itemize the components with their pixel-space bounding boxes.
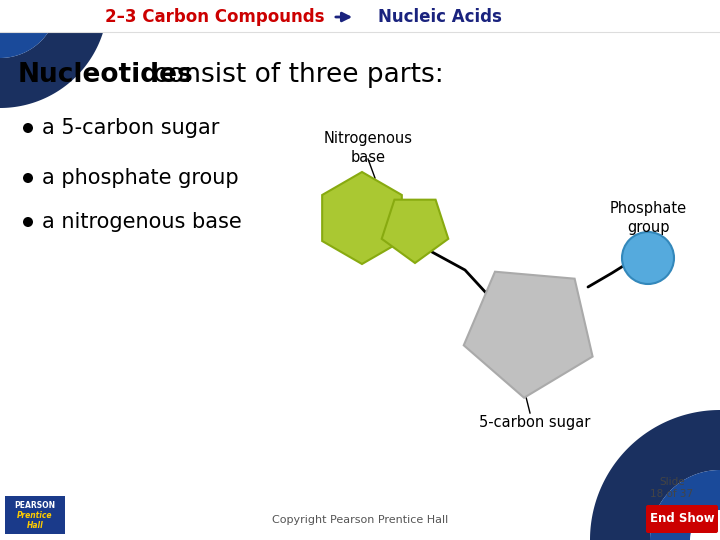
Text: End Show: End Show bbox=[649, 512, 714, 525]
Polygon shape bbox=[0, 0, 108, 108]
Circle shape bbox=[622, 232, 674, 284]
Circle shape bbox=[23, 217, 33, 227]
Polygon shape bbox=[0, 0, 58, 58]
Text: a phosphate group: a phosphate group bbox=[42, 168, 238, 188]
Text: Prentice: Prentice bbox=[17, 511, 53, 521]
Text: Nucleic Acids: Nucleic Acids bbox=[378, 8, 502, 26]
Polygon shape bbox=[382, 200, 449, 263]
Text: a nitrogenous base: a nitrogenous base bbox=[42, 212, 242, 232]
Text: Phosphate
group: Phosphate group bbox=[609, 200, 687, 235]
Polygon shape bbox=[590, 410, 720, 540]
Text: PEARSON: PEARSON bbox=[14, 502, 55, 510]
FancyBboxPatch shape bbox=[646, 505, 718, 533]
FancyBboxPatch shape bbox=[0, 0, 720, 32]
Circle shape bbox=[23, 173, 33, 183]
Text: Hall: Hall bbox=[27, 521, 43, 530]
Text: a 5-carbon sugar: a 5-carbon sugar bbox=[42, 118, 220, 138]
Text: 5-carbon sugar: 5-carbon sugar bbox=[480, 415, 590, 429]
Text: 2–3 Carbon Compounds: 2–3 Carbon Compounds bbox=[105, 8, 325, 26]
Text: Nucleotides: Nucleotides bbox=[18, 62, 194, 88]
Polygon shape bbox=[650, 470, 720, 540]
Text: Nitrogenous
base: Nitrogenous base bbox=[323, 131, 413, 165]
Polygon shape bbox=[464, 272, 593, 398]
Polygon shape bbox=[322, 172, 402, 264]
FancyBboxPatch shape bbox=[5, 496, 65, 534]
Text: consist of three parts:: consist of three parts: bbox=[145, 62, 444, 88]
Text: Copyright Pearson Prentice Hall: Copyright Pearson Prentice Hall bbox=[272, 515, 448, 525]
Text: Slide
18 of 37: Slide 18 of 37 bbox=[650, 477, 693, 499]
Circle shape bbox=[23, 123, 33, 133]
